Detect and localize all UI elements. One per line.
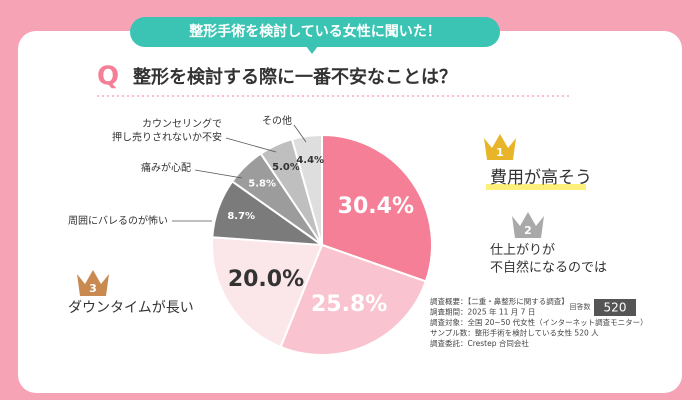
count-badge	[594, 299, 636, 316]
survey-note: サンプル数：整形手術を検討している女性 520 人	[430, 328, 599, 338]
rank-crown	[512, 212, 544, 238]
rank-number: 2	[524, 224, 532, 237]
banner-tail	[306, 46, 318, 54]
category-label: 周囲にバレるのが怖い	[68, 214, 168, 227]
category-label: ダウンタイムが長い	[68, 300, 194, 316]
category-label: 費用が高そう	[490, 168, 592, 188]
survey-note: 調査対象：全国 20~50 代女性（インターネット調査モニター）	[430, 317, 648, 327]
value-label: 5.8%	[248, 179, 276, 190]
value-label: 25.8%	[311, 292, 387, 317]
value-label: 20.0%	[228, 267, 304, 292]
survey-notes: 調査概要：【二重・鼻整形に関する調査】調査期間：2025 年 11 月 7 日調…	[430, 296, 648, 348]
category-label: カウンセリングで押し売りされないか不安	[112, 117, 222, 144]
rank-crown	[484, 134, 516, 160]
leader-line	[194, 169, 243, 179]
rank-crown	[77, 270, 109, 296]
survey-note: 調査期間：2025 年 11 月 7 日	[430, 307, 535, 317]
survey-note: 調査委託：Crestep 合同会社	[430, 338, 529, 348]
chart-title: 整形を検討する際に一番不安なことは？	[132, 66, 457, 88]
pie-slice	[211, 236, 324, 349]
label-highlight	[486, 184, 586, 190]
leader-line	[225, 137, 277, 153]
survey-note: 調査概要：【二重・鼻整形に関する調査】	[430, 296, 569, 306]
category-label: 痛みが心配	[141, 161, 191, 174]
banner-text: 整形手術を検討している女性に聞いた！	[188, 23, 441, 40]
pie-slice	[279, 243, 428, 356]
value-label: 5.0%	[272, 162, 300, 173]
category-label: 仕上がりが不自然になるのでは	[490, 243, 607, 276]
value-label: 4.4%	[296, 155, 324, 166]
category-label: その他	[262, 114, 292, 127]
rank-number: 3	[89, 282, 97, 295]
count: 520	[604, 301, 627, 315]
value-label: 8.7%	[227, 211, 255, 222]
pie-slice	[321, 133, 433, 283]
count-label: 回答数	[570, 302, 591, 311]
leader-line	[293, 124, 307, 143]
rank-number: 1	[496, 146, 504, 159]
pie-slice	[290, 133, 323, 246]
value-label: 30.4%	[338, 194, 414, 219]
q-mark: Q	[97, 62, 119, 92]
banner	[130, 17, 500, 47]
